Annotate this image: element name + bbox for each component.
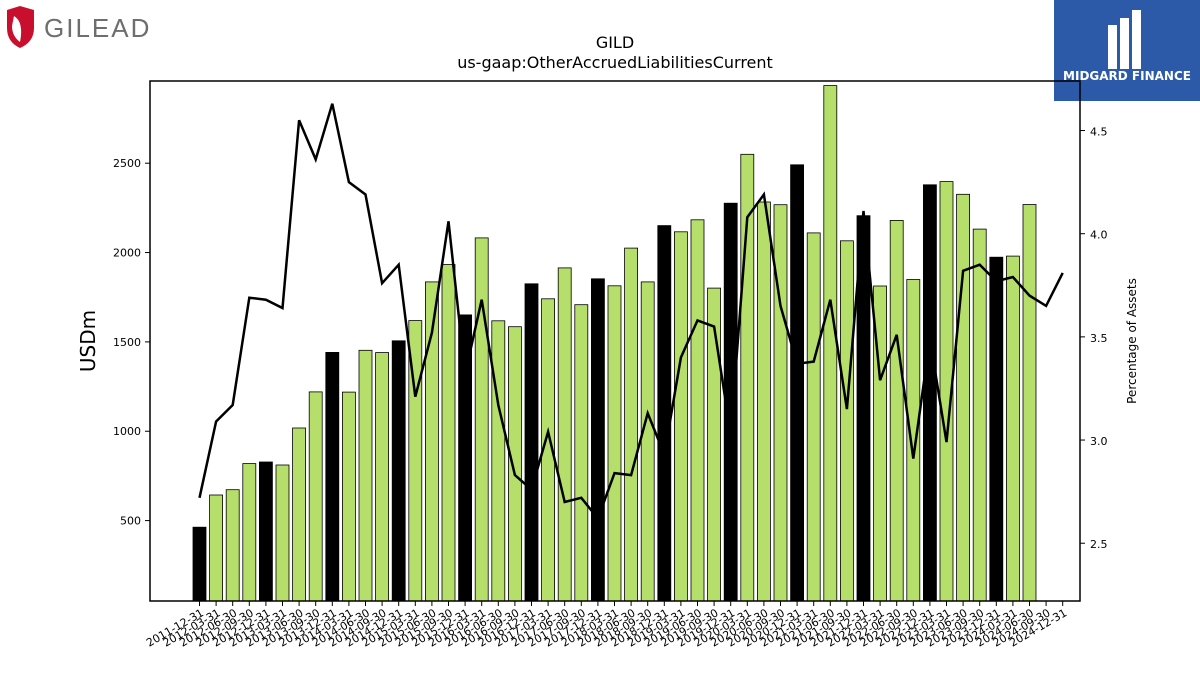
bar-2012-12-31 xyxy=(258,461,273,602)
bar-2019-06-30 xyxy=(690,219,705,602)
bar-2020-06-30 xyxy=(757,201,771,602)
bar-2020-09-30 xyxy=(773,204,788,602)
gilead-logo: GILEAD xyxy=(7,6,151,48)
bar-2018-12-31 xyxy=(657,225,672,602)
bar-2017-12-31 xyxy=(591,278,605,602)
y2-tick-label: 2.5 xyxy=(1090,538,1108,551)
bar-2013-12-31 xyxy=(325,351,340,602)
bar-2014-03-31 xyxy=(341,391,356,602)
bar-2012-09-30 xyxy=(242,463,257,602)
gilead-logo-text: GILEAD xyxy=(44,13,151,43)
bar-2016-03-31 xyxy=(474,237,489,602)
bar-2023-09-30 xyxy=(972,228,987,602)
bar-2013-09-30 xyxy=(308,391,323,602)
bar-2011-12-31 xyxy=(192,526,207,602)
y2-axis-label: Percentage of Assets xyxy=(1125,278,1139,404)
midgard-logo-pillar-left xyxy=(1108,25,1117,69)
bar-2017-09-30 xyxy=(574,304,589,602)
bar-2019-03-31 xyxy=(674,231,688,602)
y2-tick-label: 3.5 xyxy=(1090,332,1108,345)
bar-2014-09-30 xyxy=(375,352,390,602)
bar-2015-09-30 xyxy=(441,264,456,602)
bar-2016-12-31 xyxy=(524,283,539,602)
bar-2021-03-31 xyxy=(806,232,821,602)
bar-2022-12-31 xyxy=(923,184,937,602)
midgard-logo-text: MIDGARD FINANCE xyxy=(1063,69,1191,83)
bar-2018-06-30 xyxy=(624,247,638,602)
bar-2022-06-30 xyxy=(889,219,904,602)
bar-2018-03-31 xyxy=(607,285,622,602)
bar-2014-06-30 xyxy=(358,349,373,602)
chart-title: GILD xyxy=(596,33,634,52)
bar-2014-12-31 xyxy=(391,340,406,602)
bar-2012-03-31 xyxy=(209,494,224,602)
bar-2018-09-30 xyxy=(640,281,655,602)
bar-2020-12-31 xyxy=(790,164,804,602)
bar-2012-06-30 xyxy=(225,489,240,602)
gilead-logo-mark-inner xyxy=(12,16,22,42)
bar-2022-09-30 xyxy=(906,279,921,602)
y-tick-label: 500 xyxy=(120,515,141,528)
percentage-line xyxy=(198,103,1064,522)
bar-2023-06-30 xyxy=(956,193,970,602)
y-tick-label: 2000 xyxy=(113,247,141,260)
bar-2021-06-30 xyxy=(823,85,838,602)
midgard-finance-logo: MIDGARD FINANCE xyxy=(1054,0,1200,101)
y-axis-left: 500 1000 1500 2000 2500 xyxy=(113,157,150,528)
bar-2013-06-30 xyxy=(292,427,307,602)
y-tick-label: 1000 xyxy=(113,425,141,438)
y2-tick-label: 3.0 xyxy=(1090,435,1108,448)
bar-2023-12-31 xyxy=(989,256,1004,602)
y-tick-label: 1500 xyxy=(113,336,141,349)
bar-2021-09-30 xyxy=(840,240,854,602)
y2-tick-label: 4.5 xyxy=(1090,126,1108,139)
y-tick-label: 2500 xyxy=(113,157,141,170)
x-axis: 2011-12-312012-03-312012-06-302012-09-30… xyxy=(144,601,1069,650)
bar-2016-09-30 xyxy=(507,326,522,602)
bar-2013-03-31 xyxy=(275,464,290,602)
midgard-logo-mark: MIDGARD FINANCE xyxy=(1063,10,1191,83)
bar-2016-06-30 xyxy=(491,320,506,602)
midgard-logo-pillar-mid xyxy=(1120,18,1129,69)
bar-2024-06-30 xyxy=(1022,204,1037,602)
y2-tick-label: 4.0 xyxy=(1090,229,1108,242)
bar-2019-09-30 xyxy=(707,287,721,602)
bar-2024-03-31 xyxy=(1006,255,1020,602)
midgard-logo-pillar-right xyxy=(1132,10,1141,69)
chart-subtitle: us-gaap:OtherAccruedLiabilitiesCurrent xyxy=(457,53,773,72)
bar-series xyxy=(192,85,1037,602)
y-axis-label: USDm xyxy=(76,310,100,372)
y-axis-right: 2.5 3.0 3.5 4.0 4.5 xyxy=(1080,126,1108,551)
bar-2017-06-30 xyxy=(557,267,572,602)
